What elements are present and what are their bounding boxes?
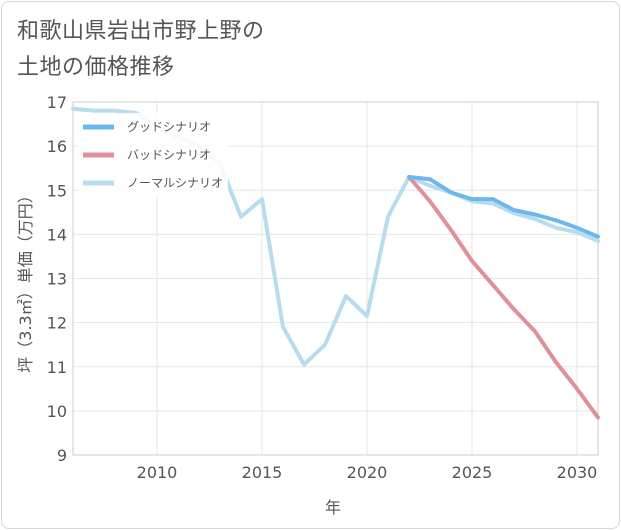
x-tick-label: 2010	[137, 463, 178, 482]
chart-title-line-1: 和歌山県岩出市野上野の	[17, 19, 265, 44]
y-tick-label: 16	[47, 137, 67, 156]
y-tick-label: 14	[47, 225, 67, 244]
legend-label-normal: ノーマルシナリオ	[127, 176, 223, 190]
y-tick-label: 12	[47, 314, 67, 333]
x-tick-label: 2020	[347, 463, 388, 482]
y-tick-label: 9	[57, 446, 67, 465]
x-tick-label: 2015	[242, 463, 283, 482]
x-tick-label: 2025	[452, 463, 493, 482]
y-tick-label: 17	[47, 93, 67, 112]
series-line-bad	[407, 175, 600, 420]
plot-area-border	[72, 101, 599, 456]
axis-ticks: 9 10 11 12 13 14 15 16 17 2010 2015 2020 2025 2030	[47, 93, 598, 482]
y-tick-label: 11	[47, 358, 67, 377]
x-tick-label: 2030	[557, 463, 598, 482]
chart-title: 和歌山県岩出市野上野の 土地の価格推移	[17, 14, 265, 86]
y-tick-label: 15	[47, 181, 67, 200]
chart-title-line-2: 土地の価格推移	[17, 55, 175, 80]
y-tick-label: 13	[47, 270, 67, 289]
legend-label-good: グッドシナリオ	[127, 120, 211, 134]
legend-label-bad: バッドシナリオ	[127, 148, 211, 162]
series-line-good	[407, 175, 600, 239]
y-tick-label: 10	[47, 402, 67, 421]
y-axis-title: 坪（3.3㎡）単価（万円）	[16, 187, 35, 372]
x-axis-title: 年	[325, 498, 341, 517]
